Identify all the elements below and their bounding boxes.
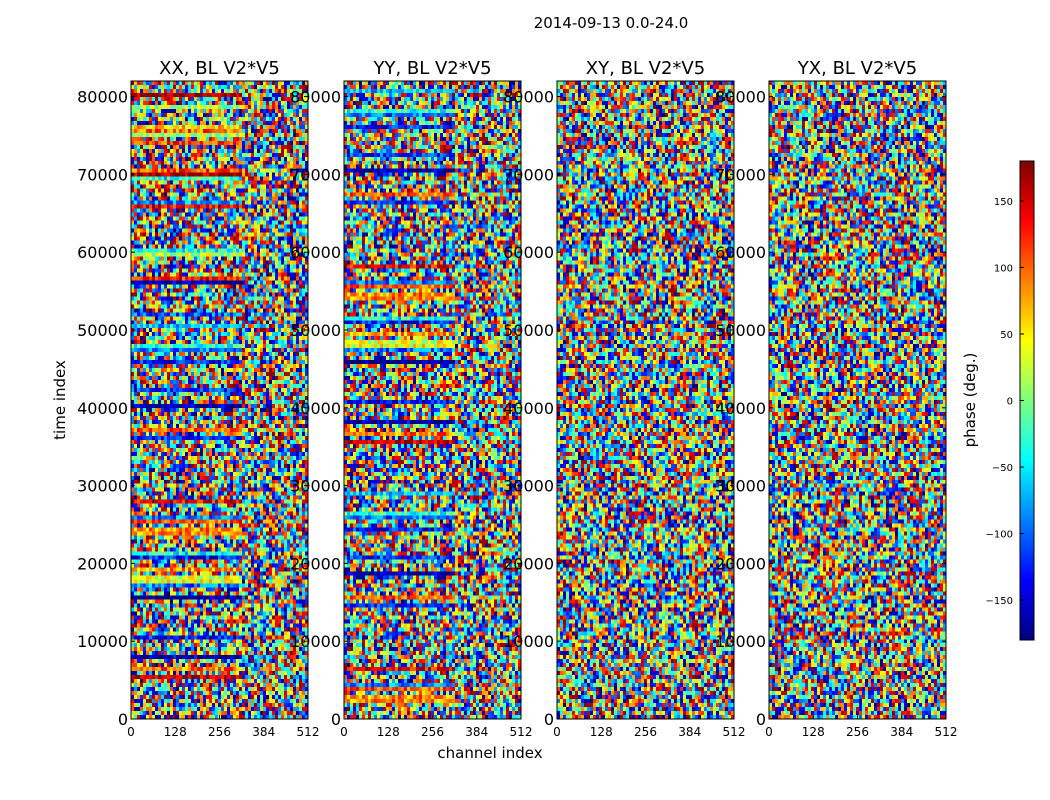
colorbar-tick-label: −100 (986, 530, 1013, 541)
y-tick-label: 10000 (77, 632, 128, 651)
y-tick-label: 20000 (715, 554, 766, 573)
y-tick-label: 40000 (503, 399, 554, 418)
y-tick-label: 40000 (715, 399, 766, 418)
x-tick-label: 384 (252, 725, 275, 739)
y-tick-label: 70000 (503, 165, 554, 184)
x-tick-label: 256 (421, 725, 444, 739)
x-tick-label: 256 (846, 725, 869, 739)
y-tick-label: 40000 (77, 399, 128, 418)
y-tick-label: 30000 (715, 477, 766, 496)
x-tick-label: 0 (765, 725, 773, 739)
x-tick-label: 384 (678, 725, 701, 739)
y-tick-label: 0 (756, 710, 766, 729)
panel-2: YY, BL V2*V5 0 10000 20000 30000 40000 50000 60… (290, 58, 532, 739)
y-tick-label: 20000 (77, 554, 128, 573)
colorbar-label: phase (deg.) (961, 353, 979, 448)
colorbar-tick-label: 100 (994, 263, 1013, 274)
y-tick-label: 50000 (715, 321, 766, 340)
y-axis-label: time index (51, 360, 69, 440)
panel-title: YY, BL V2*V5 (372, 58, 491, 79)
y-tick-label: 10000 (715, 632, 766, 651)
y-tick-label: 50000 (290, 321, 341, 340)
colorbar-tick-label: 150 (994, 197, 1013, 208)
x-tick-label: 0 (340, 725, 348, 739)
y-tick-label: 80000 (503, 88, 554, 107)
colorbar-tick-label: 50 (1000, 330, 1013, 341)
colorbar-ticks: 150 100 50 0 −50 −100 −150 (986, 197, 1024, 607)
y-tick-label: 10000 (290, 632, 341, 651)
panel-3: XY, BL V2*V5 0 10000 20000 30000 40000 50000 60… (503, 58, 745, 739)
y-tick-label: 70000 (715, 165, 766, 184)
y-tick-label: 0 (544, 710, 554, 729)
y-tick-label: 60000 (290, 243, 341, 262)
x-tick-label: 384 (465, 725, 488, 739)
y-tick-label: 60000 (715, 243, 766, 262)
x-tick-label: 512 (510, 725, 533, 739)
y-tick-label: 30000 (503, 477, 554, 496)
figure-suptitle: 2014-09-13 0.0-24.0 (534, 14, 689, 32)
x-tick-label: 384 (890, 725, 913, 739)
y-tick-label: 80000 (77, 88, 128, 107)
heatmap-raster (769, 81, 946, 719)
x-tick-label: 128 (377, 725, 400, 739)
y-tick-label: 80000 (290, 88, 341, 107)
x-tick-label: 0 (127, 725, 135, 739)
y-tick-label: 0 (331, 710, 341, 729)
y-tick-label: 60000 (77, 243, 128, 262)
y-tick-label: 0 (118, 710, 128, 729)
panel-title: YX, BL V2*V5 (797, 58, 917, 79)
x-tick-label: 128 (590, 725, 613, 739)
y-tick-label: 50000 (503, 321, 554, 340)
x-tick-label: 256 (634, 725, 657, 739)
y-tick-label: 60000 (503, 243, 554, 262)
panel-4: YX, BL V2*V5 0 10000 20000 30000 40000 50000 60… (715, 58, 957, 739)
panel-1: XX, BL V2*V5 0 10000 20000 30000 40000 50000 60… (77, 58, 319, 739)
heatmap-raster (557, 81, 734, 719)
x-axis-label: channel index (437, 744, 542, 762)
panel-title: XY, BL V2*V5 (586, 58, 705, 79)
colorbar-tick-label: −150 (986, 596, 1013, 607)
panels: XX, BL V2*V5 0 10000 20000 30000 40000 50000 60… (77, 58, 957, 739)
y-tick-label: 40000 (290, 399, 341, 418)
colorbar-tick-label: −50 (992, 463, 1013, 474)
y-tick-label: 20000 (503, 554, 554, 573)
panel-title: XX, BL V2*V5 (159, 58, 280, 79)
x-tick-label: 0 (553, 725, 561, 739)
x-tick-label: 128 (164, 725, 187, 739)
x-tick-label: 512 (297, 725, 320, 739)
heatmap-raster (344, 81, 521, 719)
x-tick-label: 512 (935, 725, 958, 739)
colorbar: 150 100 50 0 −50 −100 −150 phase (deg.) (961, 160, 1035, 641)
y-tick-label: 30000 (77, 477, 128, 496)
x-tick-label: 256 (208, 725, 231, 739)
y-tick-label: 70000 (290, 165, 341, 184)
y-tick-label: 30000 (290, 477, 341, 496)
y-tick-label: 10000 (503, 632, 554, 651)
y-tick-label: 50000 (77, 321, 128, 340)
y-tick-label: 80000 (715, 88, 766, 107)
y-tick-label: 20000 (290, 554, 341, 573)
x-tick-label: 512 (723, 725, 746, 739)
heatmap-raster (131, 81, 308, 719)
colorbar-tick-label: 0 (1007, 397, 1013, 408)
y-tick-label: 70000 (77, 165, 128, 184)
x-tick-label: 128 (802, 725, 825, 739)
